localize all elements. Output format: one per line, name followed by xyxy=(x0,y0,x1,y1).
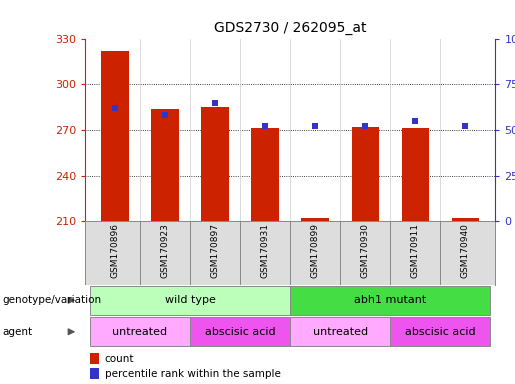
Bar xyxy=(251,129,279,221)
Bar xyxy=(151,109,179,221)
Text: count: count xyxy=(105,354,134,364)
Bar xyxy=(452,218,479,221)
Text: GSM170931: GSM170931 xyxy=(261,223,270,278)
Bar xyxy=(301,218,329,221)
Bar xyxy=(101,51,129,221)
Bar xyxy=(90,368,99,379)
Text: GSM170897: GSM170897 xyxy=(211,223,219,278)
Text: genotype/variation: genotype/variation xyxy=(3,295,101,305)
Title: GDS2730 / 262095_at: GDS2730 / 262095_at xyxy=(214,21,367,35)
Text: abh1 mutant: abh1 mutant xyxy=(354,295,426,305)
Text: abscisic acid: abscisic acid xyxy=(205,327,276,337)
Bar xyxy=(390,317,490,346)
Text: GSM170940: GSM170940 xyxy=(461,223,470,278)
Text: agent: agent xyxy=(3,327,32,337)
Text: untreated: untreated xyxy=(112,327,167,337)
Bar xyxy=(190,317,290,346)
Bar xyxy=(90,286,290,315)
Text: wild type: wild type xyxy=(165,295,216,305)
Bar xyxy=(352,127,379,221)
Bar xyxy=(290,317,390,346)
Text: percentile rank within the sample: percentile rank within the sample xyxy=(105,369,281,379)
Text: GSM170911: GSM170911 xyxy=(411,223,420,278)
Text: abscisic acid: abscisic acid xyxy=(405,327,476,337)
Bar xyxy=(402,129,429,221)
Text: GSM170930: GSM170930 xyxy=(361,223,370,278)
Text: GSM170923: GSM170923 xyxy=(161,223,169,278)
Bar xyxy=(90,353,99,364)
Bar xyxy=(90,317,190,346)
Text: GSM170899: GSM170899 xyxy=(311,223,320,278)
Text: untreated: untreated xyxy=(313,327,368,337)
Bar xyxy=(201,107,229,221)
Text: GSM170896: GSM170896 xyxy=(111,223,119,278)
Bar xyxy=(290,286,490,315)
